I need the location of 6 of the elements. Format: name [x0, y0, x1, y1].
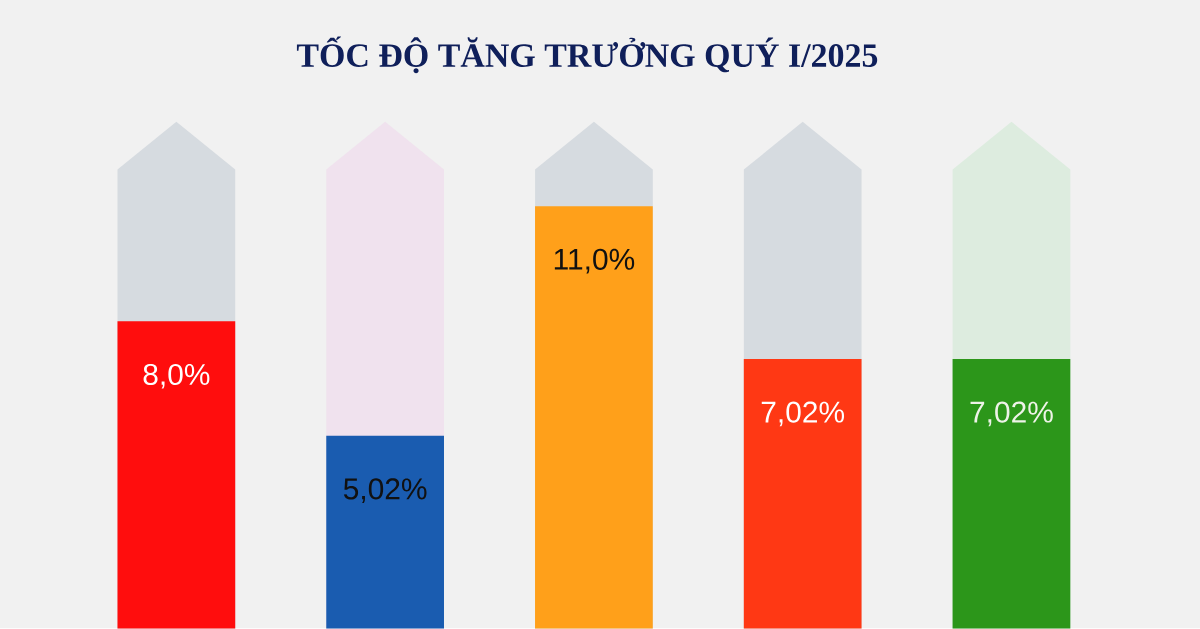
data-label: 5,02%: [343, 478, 427, 504]
data-label: 7,02%: [761, 401, 845, 427]
data-label: 7,02%: [970, 401, 1053, 427]
data-label: 11,0%: [554, 248, 635, 274]
data-label: 8,0%: [143, 364, 210, 389]
chart-title: TỐC ĐỘ TĂNG TRƯỞNG QUÝ I/2025: [296, 36, 878, 74]
